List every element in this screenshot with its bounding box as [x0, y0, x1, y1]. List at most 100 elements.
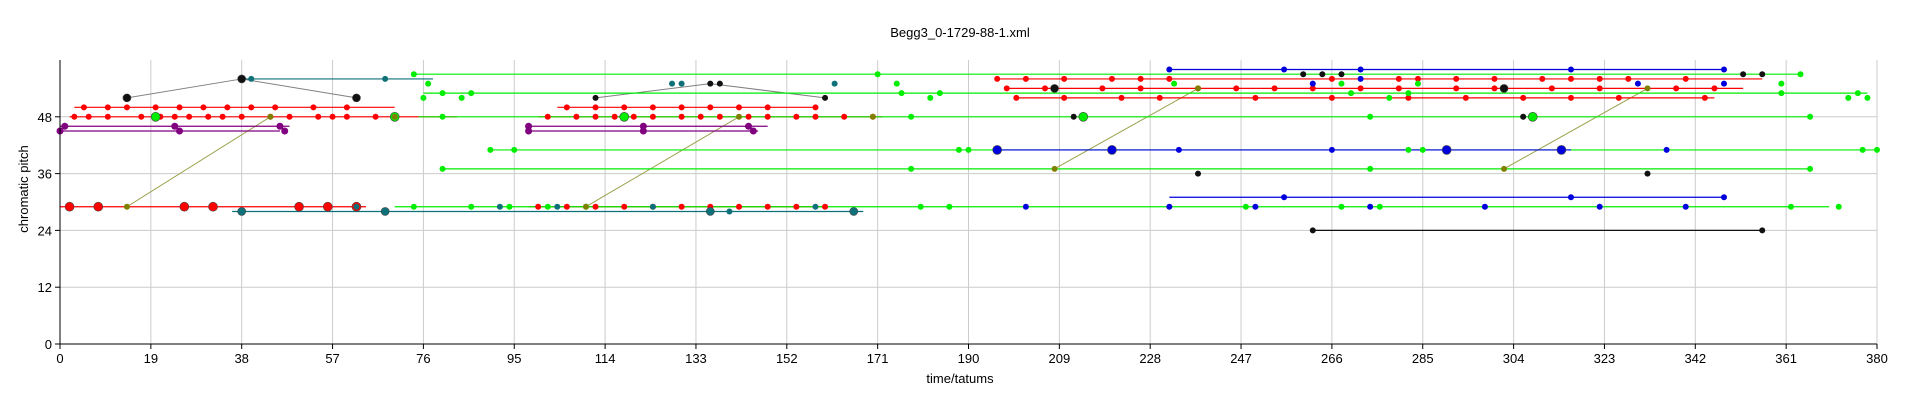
red-note-point: [104, 104, 111, 111]
green-note-point: [1854, 90, 1861, 97]
red-note-point: [1405, 94, 1412, 101]
red-note-point: [592, 203, 599, 210]
teal-note-point: [726, 208, 733, 215]
green-note-point: [955, 146, 962, 153]
green-note-point: [544, 203, 551, 210]
blue-note-point: [1567, 66, 1574, 73]
red-note-point: [1539, 75, 1546, 82]
red-note-point: [822, 203, 829, 210]
x-tick-label: 285: [1412, 351, 1434, 366]
purple-note-point: [276, 122, 284, 130]
blue-note-point: [1281, 194, 1288, 201]
blue-note-point: [1634, 80, 1641, 87]
green-note-point: [439, 165, 446, 172]
note-lines: [60, 68, 1877, 231]
x-tick-label: 19: [144, 351, 158, 366]
red-note-point: [310, 104, 317, 111]
green-note-point: [898, 90, 905, 97]
red-note-point: [238, 113, 245, 120]
blue-note-point: [1328, 146, 1335, 153]
red-note-point: [563, 104, 570, 111]
green-note-point: [619, 112, 630, 122]
red-note-point: [315, 113, 322, 120]
green-note-point: [1807, 165, 1814, 172]
red-note-point: [592, 113, 599, 120]
red-note-point: [1567, 94, 1574, 101]
red-note-point: [1061, 75, 1068, 82]
red-note-point: [621, 104, 628, 111]
red-note-point: [1061, 94, 1068, 101]
blue-note-point: [1309, 80, 1316, 87]
red-note-point: [85, 113, 92, 120]
red-note-point: [123, 104, 130, 111]
red-note-point: [1711, 85, 1718, 92]
y-tick-label: 0: [45, 337, 52, 352]
red-note-point: [1108, 75, 1115, 82]
red-note-point: [1328, 75, 1335, 82]
gray-connector-line: [241, 78, 357, 99]
blue-note-point: [1175, 146, 1182, 153]
olive-note-point: [1195, 85, 1202, 92]
x-tick-label: 361: [1775, 351, 1797, 366]
teal-note-point: [353, 203, 360, 210]
olive-note-point: [391, 113, 398, 120]
green-note-point: [1778, 80, 1785, 87]
red-note-point: [1252, 94, 1259, 101]
olive-note-point: [1051, 165, 1058, 172]
red-note-point: [812, 113, 819, 120]
blue-note-point: [1567, 194, 1574, 201]
red-note-point: [764, 104, 771, 111]
green-note-point: [908, 165, 915, 172]
purple-note-point: [749, 127, 757, 135]
red-note-point: [649, 104, 656, 111]
red-note-point: [1682, 75, 1689, 82]
teal-note-point: [496, 203, 503, 210]
green-note-point: [965, 146, 972, 153]
teal-note-point: [382, 75, 389, 82]
red-note-point: [1137, 75, 1144, 82]
green-note-point: [420, 94, 427, 101]
red-note-point: [649, 113, 656, 120]
red-note-point: [93, 201, 104, 212]
blue-note-point: [1682, 203, 1689, 210]
red-note-point: [1615, 94, 1622, 101]
green-note-point: [1864, 94, 1871, 101]
green-note-point: [425, 80, 432, 87]
teal-note-point: [678, 80, 685, 87]
red-note-point: [1520, 94, 1527, 101]
olive-note-point: [869, 113, 876, 120]
x-tick-label: 380: [1866, 351, 1888, 366]
gray-connector-line: [126, 78, 242, 99]
blue-note-point: [992, 145, 1002, 155]
red-note-point: [716, 113, 723, 120]
red-note-point: [1003, 85, 1010, 92]
red-note-point: [1328, 94, 1335, 101]
green-note-point: [468, 90, 475, 97]
olive-connector-line: [585, 116, 740, 208]
red-note-point: [1137, 85, 1144, 92]
red-note-point: [735, 104, 742, 111]
black-note-point: [237, 74, 246, 84]
green-note-point: [936, 90, 943, 97]
x-tick-label: 228: [1139, 351, 1161, 366]
olive-note-point: [735, 113, 742, 120]
red-note-point: [138, 113, 145, 120]
green-note-point: [893, 80, 900, 87]
x-tick-label: 57: [325, 351, 339, 366]
red-note-point: [793, 113, 800, 120]
chart-title: Begg3_0-1729-88-1.xml: [890, 25, 1030, 40]
green-note-point: [1348, 90, 1355, 97]
x-tick-label: 190: [958, 351, 980, 366]
blue-note-point: [1252, 203, 1259, 210]
blue-note-point: [1022, 203, 1029, 210]
red-note-point: [764, 113, 771, 120]
black-note-point: [1309, 227, 1316, 234]
red-note-point: [286, 113, 293, 120]
green-note-point: [1367, 165, 1374, 172]
red-note-point: [1491, 75, 1498, 82]
black-note-point: [1300, 71, 1307, 78]
green-note-point: [1778, 90, 1785, 97]
red-note-point: [1118, 94, 1125, 101]
black-note-point: [1338, 71, 1345, 78]
